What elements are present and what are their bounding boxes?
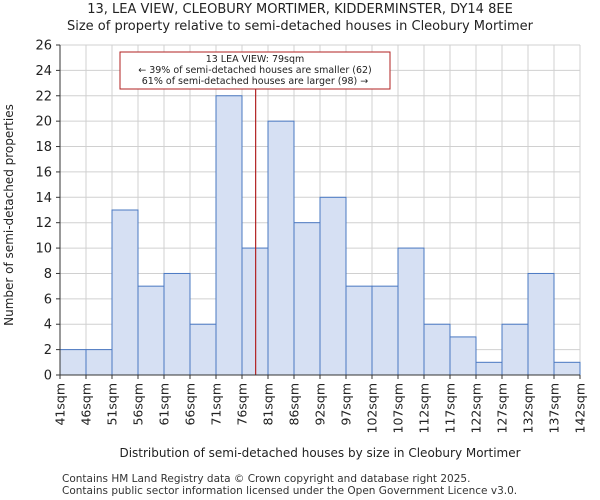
y-tick-label: 2 [44, 343, 52, 358]
x-tick-label: 81sqm [261, 383, 276, 426]
histogram-bar [423, 323, 451, 376]
y-tick-label: 14 [35, 191, 52, 206]
x-tick-label: 92sqm [313, 383, 328, 426]
marker-annotation: 13 LEA VIEW: 79sqm ← 39% of semi-detache… [119, 51, 391, 90]
x-tick-label: 102sqm [365, 383, 380, 433]
x-tick-label: 127sqm [495, 383, 510, 433]
y-axis-label: Number of semi-detached properties [2, 104, 16, 326]
chart-title: 13, LEA VIEW, CLEOBURY MORTIMER, KIDDERM… [87, 2, 513, 17]
footer-line-2: Contains public sector information licen… [62, 485, 518, 497]
x-tick-label: 76sqm [235, 383, 250, 426]
y-tick-label: 16 [35, 165, 52, 180]
x-tick-label: 66sqm [183, 383, 198, 426]
y-tick-label: 22 [35, 89, 52, 104]
x-tick-label: 122sqm [469, 383, 484, 433]
x-tick-label: 142sqm [573, 383, 588, 433]
histogram-bar [501, 323, 529, 376]
histogram-bar [85, 349, 113, 376]
histogram-bar [449, 336, 477, 376]
histogram-bar [267, 120, 295, 376]
y-tick-label: 6 [44, 292, 52, 307]
histogram-bar [215, 95, 243, 376]
histogram-bar [189, 323, 217, 376]
x-tick-label: 137sqm [547, 383, 562, 433]
histogram-bar [319, 196, 347, 376]
annotation-box [119, 51, 391, 90]
y-tick-label: 18 [35, 140, 52, 155]
footer-line-1: Contains HM Land Registry data © Crown c… [62, 473, 471, 485]
y-tick-label: 26 [35, 39, 52, 54]
x-tick-label: 132sqm [521, 383, 536, 433]
y-tick-label: 4 [44, 318, 52, 333]
histogram-bar [553, 361, 581, 376]
histogram-bar [293, 222, 321, 376]
x-tick-label: 112sqm [417, 383, 432, 433]
histogram-bar [397, 247, 425, 376]
x-tick-label: 46sqm [79, 383, 94, 426]
x-tick-label: 117sqm [443, 383, 458, 433]
chart-subtitle: Size of property relative to semi-detach… [66, 19, 534, 34]
annotation-line-1: 13 LEA VIEW: 79sqm [206, 54, 305, 65]
y-tick-label: 10 [35, 242, 52, 257]
x-tick-label: 61sqm [157, 383, 172, 426]
histogram-bar [371, 285, 399, 376]
y-tick-label: 12 [35, 216, 52, 231]
y-tick-label: 0 [44, 369, 52, 384]
histogram-bar [241, 247, 269, 376]
x-tick-label: 107sqm [391, 383, 406, 433]
histogram-bar [345, 285, 373, 376]
x-tick-label: 86sqm [287, 383, 302, 426]
histogram-bar [527, 272, 555, 376]
x-tick-label: 56sqm [131, 383, 146, 426]
histogram-bar [137, 285, 165, 376]
x-tick-label: 41sqm [53, 383, 68, 426]
annotation-line-2: ← 39% of semi-detached houses are smalle… [138, 65, 372, 76]
histogram-bar [59, 349, 87, 376]
x-axis-label: Distribution of semi-detached houses by … [119, 446, 520, 460]
histogram-bar [475, 361, 503, 376]
y-tick-label: 24 [35, 64, 52, 79]
x-tick-label: 51sqm [105, 383, 120, 426]
annotation-line-3: 61% of semi-detached houses are larger (… [142, 76, 369, 87]
histogram-bar [111, 209, 139, 376]
y-tick-label: 20 [35, 115, 52, 130]
x-tick-label: 97sqm [339, 383, 354, 426]
histogram-bar [163, 272, 191, 376]
x-tick-label: 71sqm [209, 383, 224, 426]
y-tick-label: 8 [44, 267, 52, 282]
